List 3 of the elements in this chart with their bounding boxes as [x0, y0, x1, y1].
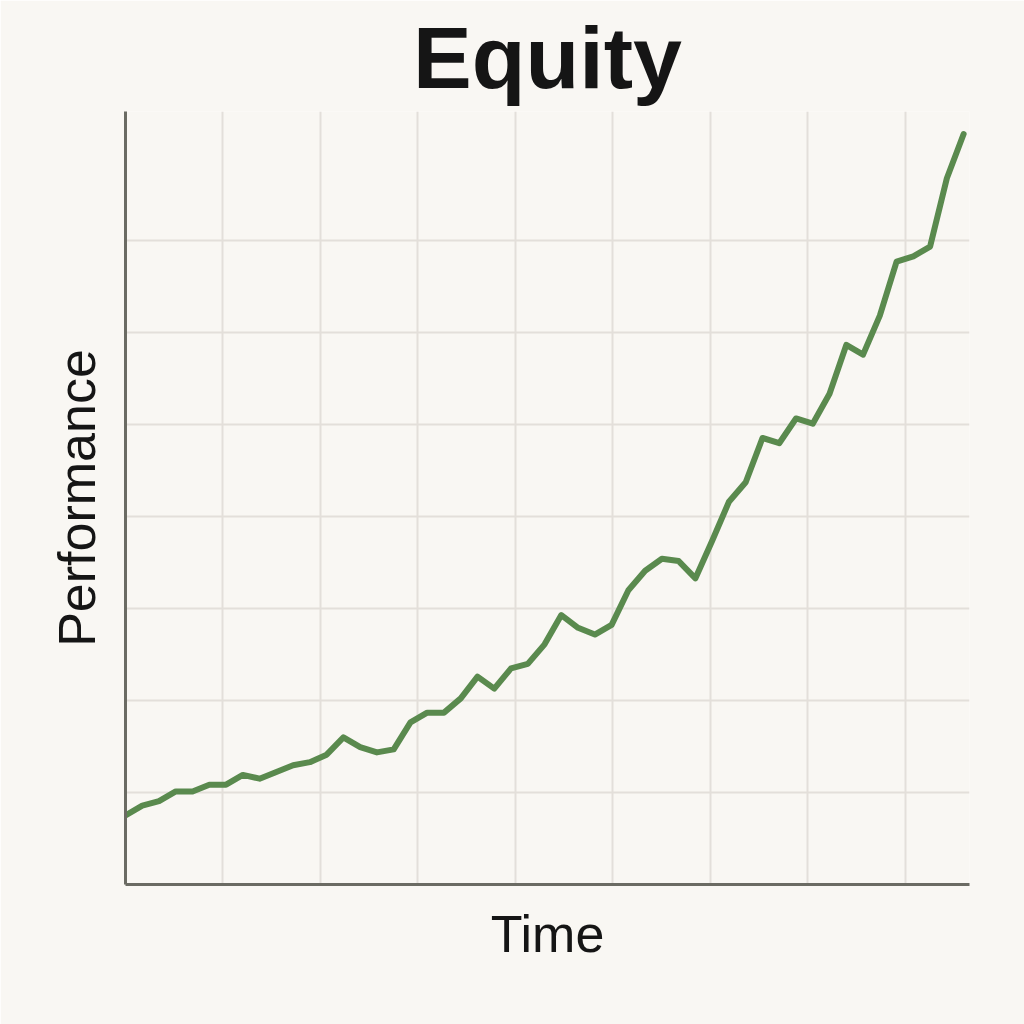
y-axis-title: Performance — [47, 349, 106, 647]
x-axis-title: Time — [490, 904, 605, 963]
chart-title: Equity — [413, 7, 683, 107]
